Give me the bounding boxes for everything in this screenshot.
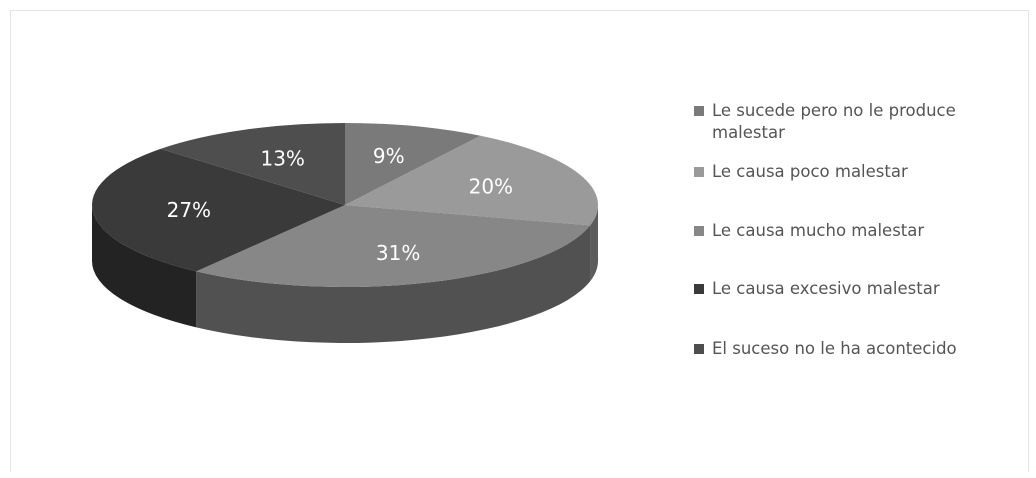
pie-sides	[92, 205, 598, 344]
legend-swatch	[694, 226, 704, 236]
legend-item: Le causa excesivo malestar	[694, 278, 1032, 300]
legend-label: Le sucede pero no le produce malestar	[712, 101, 956, 142]
legend-swatch	[694, 106, 704, 116]
pie-slice-side	[590, 205, 598, 282]
legend-item: Le causa poco malestar	[694, 161, 1032, 183]
pie-slice	[345, 123, 481, 205]
data-label: 20%	[469, 174, 513, 198]
pie-tops	[92, 123, 598, 288]
legend-label: Le causa excesivo malestar	[712, 279, 940, 298]
pie-slice-side	[92, 205, 197, 328]
legend-label: Le causa mucho malestar	[712, 221, 925, 240]
legend-item: El suceso no le ha acontecido	[694, 338, 1032, 360]
pie-slice-side	[196, 225, 591, 344]
data-label: 13%	[260, 146, 304, 170]
pie-slice	[196, 205, 591, 288]
data-label: 9%	[373, 144, 405, 168]
legend-label: El suceso no le ha acontecido	[712, 339, 957, 358]
legend-swatch	[694, 344, 704, 354]
legend-label: Le causa poco malestar	[712, 162, 908, 181]
legend-swatch	[694, 167, 704, 177]
legend-item: Le causa mucho malestar	[694, 220, 1032, 242]
legend-item: Le sucede pero no le produce malestar	[694, 100, 1032, 144]
legend-swatch	[694, 284, 704, 294]
pie-labels: 9% 20% 31% 27% 13%	[167, 144, 513, 265]
pie-slice	[345, 135, 598, 226]
chart-area	[10, 10, 1029, 472]
data-label: 27%	[167, 198, 211, 222]
pie-slice	[160, 123, 345, 205]
pie-slice	[92, 148, 345, 272]
data-label: 31%	[376, 241, 420, 265]
